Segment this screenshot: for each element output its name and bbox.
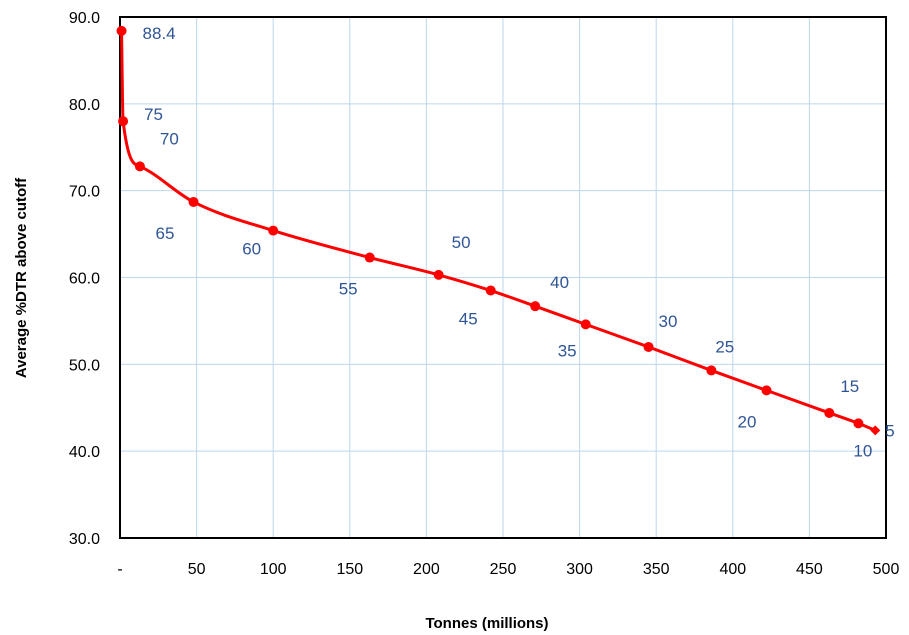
data-point bbox=[268, 225, 279, 236]
data-point bbox=[188, 196, 199, 207]
data-label: 20 bbox=[738, 412, 757, 431]
data-point bbox=[134, 161, 145, 172]
data-labels: 88.4 75 70 65 60 55 50 45 40 35 30 25 20 15 10 5 bbox=[143, 24, 895, 460]
axis-ticks: - 50 100 150 200 250 300 350 400 450 500 30.0 40.0 50… bbox=[69, 10, 900, 578]
data-label: 45 bbox=[459, 310, 478, 329]
data-label: 88.4 bbox=[143, 24, 176, 43]
y-tick-label: 30.0 bbox=[69, 531, 100, 548]
data-point bbox=[853, 418, 864, 429]
data-label: 50 bbox=[452, 233, 471, 252]
data-label: 70 bbox=[160, 129, 179, 148]
data-point bbox=[530, 301, 541, 312]
data-label: 75 bbox=[144, 105, 163, 124]
series-line bbox=[120, 30, 876, 432]
y-axis-title: Average %DTR above cutoff bbox=[13, 177, 30, 378]
data-point bbox=[433, 269, 444, 280]
x-tick-label: 450 bbox=[796, 561, 823, 578]
x-tick-label: 500 bbox=[873, 561, 900, 578]
plot-area-frame bbox=[119, 16, 887, 539]
data-label: 40 bbox=[550, 273, 569, 292]
data-label: 55 bbox=[339, 280, 358, 299]
data-point bbox=[364, 252, 375, 263]
x-tick-label: 350 bbox=[643, 561, 670, 578]
data-point bbox=[116, 25, 127, 36]
series-markers bbox=[116, 25, 881, 436]
y-tick-label: 40.0 bbox=[69, 444, 100, 461]
data-label: 30 bbox=[659, 312, 678, 331]
x-tick-label: 100 bbox=[260, 561, 287, 578]
x-tick-label: - bbox=[117, 561, 122, 578]
x-tick-label: 400 bbox=[719, 561, 746, 578]
data-point bbox=[824, 407, 835, 418]
data-point bbox=[870, 425, 881, 436]
y-tick-label: 80.0 bbox=[69, 97, 100, 114]
data-label: 25 bbox=[715, 337, 734, 356]
data-label: 10 bbox=[853, 441, 872, 460]
x-tick-label: 50 bbox=[188, 561, 206, 578]
series-line-path bbox=[120, 30, 876, 432]
y-tick-label: 50.0 bbox=[69, 357, 100, 374]
grid bbox=[120, 17, 886, 538]
data-point bbox=[761, 385, 772, 396]
data-label: 65 bbox=[156, 224, 175, 243]
x-tick-label: 300 bbox=[566, 561, 593, 578]
data-point bbox=[580, 319, 591, 330]
x-axis-title: Tonnes (millions) bbox=[425, 615, 548, 632]
x-tick-label: 200 bbox=[413, 561, 440, 578]
data-label: 5 bbox=[885, 421, 894, 440]
x-tick-label: 250 bbox=[490, 561, 517, 578]
y-tick-label: 90.0 bbox=[69, 10, 100, 27]
data-label: 15 bbox=[840, 377, 859, 396]
data-label: 35 bbox=[558, 341, 577, 360]
x-tick-label: 150 bbox=[336, 561, 363, 578]
data-point bbox=[118, 116, 129, 127]
data-point bbox=[643, 341, 654, 352]
y-tick-label: 60.0 bbox=[69, 271, 100, 288]
data-point bbox=[485, 285, 496, 296]
data-point bbox=[706, 365, 717, 376]
y-tick-label: 70.0 bbox=[69, 184, 100, 201]
data-label: 60 bbox=[242, 240, 261, 259]
